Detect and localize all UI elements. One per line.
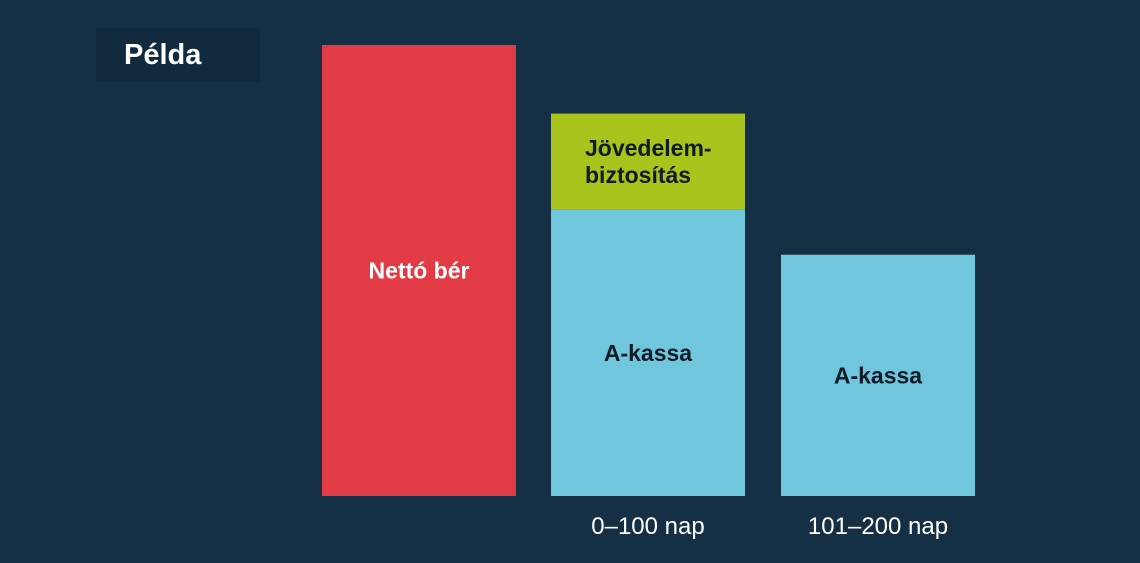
chart-title-text: Példa (124, 38, 202, 71)
bar-0-segment-0-label: Nettó bér (369, 258, 470, 284)
category-label-1: 0–100 nap (591, 513, 704, 540)
bar-1-segment-1-label: Jövedelem-biztosítás (585, 135, 712, 188)
bar-1-segment-0 (551, 209, 745, 497)
bar-1-segment-1 (551, 113, 745, 210)
bar-2-segment-0 (781, 254, 975, 496)
bar-1-segment-0-label: A-kassa (604, 340, 692, 366)
bar-0-segment-0 (322, 45, 516, 496)
category-label-2: 101–200 nap (808, 513, 948, 540)
bar-2-segment-0-label: A-kassa (834, 362, 922, 388)
chart-title: Példa (96, 28, 260, 82)
